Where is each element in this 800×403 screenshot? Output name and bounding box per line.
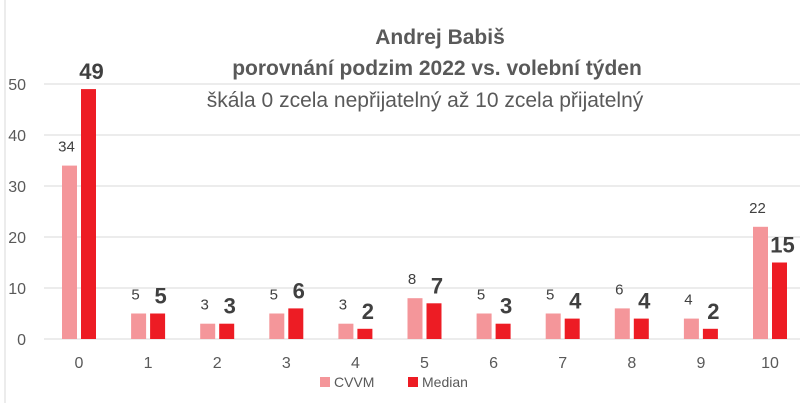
data-label-median: 2 bbox=[362, 299, 374, 324]
bar-median bbox=[564, 318, 580, 339]
y-tick-label: 20 bbox=[8, 230, 26, 247]
legend-swatch-cvvm bbox=[320, 377, 330, 387]
bar-median bbox=[81, 89, 96, 339]
x-tick-label: 5 bbox=[420, 355, 429, 372]
x-tick-label: 9 bbox=[696, 355, 705, 372]
x-tick-label: 4 bbox=[351, 355, 360, 372]
bar-cvvm bbox=[269, 313, 285, 339]
bar-cvvm bbox=[614, 308, 630, 339]
data-label-cvvm: 3 bbox=[201, 297, 209, 314]
x-tick-label: 6 bbox=[489, 355, 498, 372]
legend-swatch-median bbox=[408, 377, 418, 387]
y-tick-label: 50 bbox=[8, 77, 26, 94]
legend: CVVM Median bbox=[320, 374, 468, 390]
bar-cvvm bbox=[753, 226, 768, 339]
x-tick-label: 3 bbox=[282, 355, 291, 372]
x-tick-label: 7 bbox=[558, 355, 567, 372]
data-label-median: 49 bbox=[79, 59, 103, 84]
y-tick-label: 10 bbox=[8, 281, 26, 298]
data-label-median: 4 bbox=[569, 289, 582, 314]
x-tick-label: 2 bbox=[213, 355, 222, 372]
bar-median bbox=[633, 318, 649, 339]
bar-cvvm bbox=[407, 298, 423, 339]
data-label-cvvm: 5 bbox=[131, 287, 139, 304]
x-tick-label: 10 bbox=[761, 355, 779, 372]
bar-median bbox=[702, 328, 718, 339]
bar-cvvm bbox=[545, 313, 561, 339]
data-label-cvvm: 8 bbox=[408, 271, 416, 288]
data-label-median: 15 bbox=[770, 233, 794, 258]
data-label-cvvm: 6 bbox=[615, 281, 623, 298]
data-label-cvvm: 5 bbox=[546, 287, 554, 304]
data-label-median: 4 bbox=[638, 289, 651, 314]
y-tick-label: 30 bbox=[8, 179, 26, 196]
bar-cvvm bbox=[200, 323, 216, 339]
data-label-cvvm: 4 bbox=[684, 292, 692, 309]
bar-median bbox=[288, 308, 304, 339]
data-label-cvvm: 3 bbox=[339, 297, 347, 314]
chart-title: Andrej Babiš bbox=[375, 26, 505, 49]
data-label-median: 6 bbox=[293, 278, 305, 303]
bar-median bbox=[426, 303, 442, 339]
x-tick-label: 0 bbox=[75, 355, 84, 372]
x-tick-label: 1 bbox=[144, 355, 153, 372]
bar-cvvm bbox=[476, 313, 492, 339]
legend-label-cvvm: CVVM bbox=[334, 374, 374, 390]
legend-label-median: Median bbox=[422, 374, 468, 390]
data-label-cvvm: 34 bbox=[58, 139, 75, 156]
data-label-median: 5 bbox=[154, 284, 166, 309]
data-label-median: 3 bbox=[224, 294, 236, 319]
data-label-cvvm: 5 bbox=[270, 287, 278, 304]
chart-subtitle: porovnání podzim 2022 vs. volební týden bbox=[232, 57, 642, 80]
y-tick-label: 40 bbox=[8, 128, 26, 145]
bar-median bbox=[495, 323, 511, 339]
bar-cvvm bbox=[62, 165, 77, 339]
data-label-median: 3 bbox=[500, 294, 512, 319]
data-label-median: 7 bbox=[431, 273, 443, 298]
data-label-median: 2 bbox=[707, 299, 719, 324]
bar-median bbox=[150, 313, 166, 339]
bar-median bbox=[219, 323, 235, 339]
x-tick-label: 8 bbox=[627, 355, 636, 372]
bar-cvvm bbox=[683, 318, 699, 339]
bar-median bbox=[357, 328, 373, 339]
bar-cvvm bbox=[338, 323, 354, 339]
y-tick-label: 0 bbox=[17, 332, 26, 349]
bar-median bbox=[772, 262, 787, 339]
data-label-cvvm: 5 bbox=[477, 287, 485, 304]
bar-cvvm bbox=[131, 313, 147, 339]
data-label-cvvm: 22 bbox=[749, 200, 766, 217]
chart-subtitle-scale: škála 0 zcela nepřijatelný až 10 zcela p… bbox=[207, 89, 644, 112]
